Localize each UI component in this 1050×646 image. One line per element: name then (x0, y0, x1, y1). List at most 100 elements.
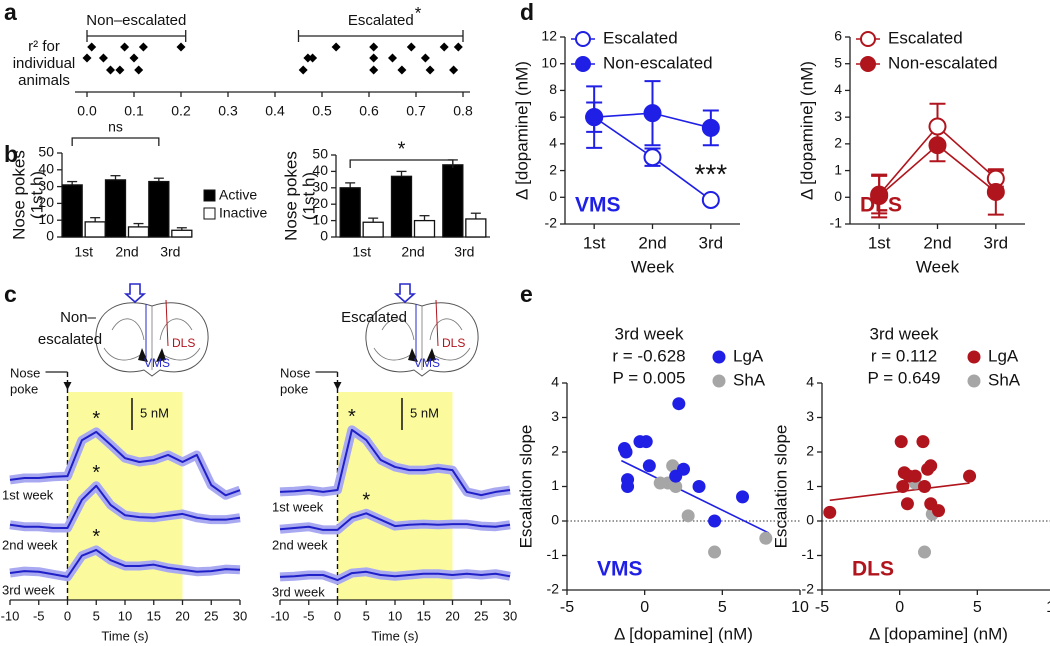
x-tick-label: 1st (583, 233, 606, 252)
legend-marker (575, 56, 591, 72)
panel-letter: b (4, 141, 18, 167)
bar (171, 229, 193, 238)
significance-bracket (71, 137, 160, 146)
y-tick-label: 0 (806, 512, 814, 528)
y-tick-label: 30 (312, 179, 328, 195)
x-tick-label: 0.2 (171, 103, 191, 119)
point (672, 397, 686, 411)
y-tick-label: -1 (802, 546, 815, 562)
x-tick-label: 3rd (160, 244, 180, 260)
y-tick-label: -1 (547, 546, 560, 562)
bar (61, 184, 83, 238)
x-axis-label: Δ [dopamine] (nM) (614, 624, 753, 643)
y-tick-label: 3 (551, 408, 559, 424)
panel-title: Escalated (341, 309, 407, 326)
region-label: VMS (575, 194, 621, 217)
point (918, 545, 932, 559)
x-tick-label: 3rd (984, 233, 1009, 252)
x-axis-label: Week (631, 257, 675, 276)
legend-label: ShA (733, 370, 766, 389)
x-tick-label: -10 (1, 608, 20, 623)
point (298, 65, 308, 75)
scale-bar-label: 5 nM (140, 405, 169, 420)
point (643, 104, 662, 123)
stat-annotation: P = 0.005 (613, 368, 686, 387)
panel-letter: d (520, 0, 534, 25)
y-axis-label: Δ [dopamine] (nM) (797, 61, 816, 200)
y-tick-label: 40 (312, 162, 328, 178)
bar (148, 180, 170, 238)
trace-label: 2nd week (2, 537, 58, 552)
y-axis-label: r² for (28, 38, 60, 55)
x-tick-label: 0.4 (265, 103, 285, 119)
x-tick-label: 0 (895, 599, 904, 616)
y-tick-label: 4 (806, 374, 814, 390)
point (896, 480, 910, 493)
trace-label: 3rd week (2, 582, 55, 597)
y-tick-label: 5 (834, 54, 842, 70)
point (369, 65, 379, 75)
brain-ventricle (138, 348, 166, 362)
y-axis-label: Δ [dopamine] (nM) (512, 61, 531, 200)
event-label: poke (280, 381, 308, 396)
x-tick-label: 10 (388, 608, 402, 623)
point (449, 65, 459, 75)
legend-label: Escalated (888, 28, 963, 47)
panel-letter: a (4, 0, 17, 25)
point (928, 136, 947, 155)
x-tick-label: -10 (271, 608, 290, 623)
x-tick-label: 20 (175, 608, 189, 623)
legend-marker (860, 56, 876, 72)
point (369, 53, 379, 63)
legend-marker (575, 31, 591, 47)
point (406, 42, 416, 52)
x-tick-label: 25 (474, 608, 488, 623)
y-tick-label: 6 (549, 108, 557, 124)
x-tick-label: 30 (503, 608, 517, 623)
y-tick-label: 0 (46, 228, 54, 244)
point (619, 445, 633, 459)
panel-title: escalated (38, 331, 102, 348)
region-label: VMS (414, 356, 440, 370)
region-label: DLS (442, 336, 465, 350)
fit-line (621, 459, 770, 534)
x-tick-label: 0.7 (406, 103, 426, 119)
y-tick-label: 2 (549, 161, 557, 177)
point (759, 531, 773, 545)
point (692, 480, 706, 493)
x-tick-label: 10 (791, 599, 809, 616)
y-tick-label: -2 (545, 215, 558, 231)
event-arrowhead (333, 382, 342, 390)
y-tick-label: 6 (834, 28, 842, 44)
region-label: DLS (172, 336, 195, 350)
stat-annotation: r = 0.112 (871, 346, 937, 365)
brain-detail (373, 306, 471, 370)
event-label: Nose (280, 365, 310, 380)
group-label: Escalated (348, 12, 414, 29)
peak-marker: * (362, 490, 370, 512)
dls-probe (435, 299, 439, 347)
x-tick-label: 2nd (923, 233, 951, 252)
legend-marker (712, 350, 726, 364)
trace (9, 484, 241, 529)
point (928, 117, 947, 136)
peak-marker: * (92, 408, 100, 430)
panel-letter: e (520, 281, 533, 307)
x-tick-label: 0.6 (359, 103, 379, 119)
region-label: VMS (597, 558, 643, 581)
x-tick-label: 25 (204, 608, 218, 623)
y-tick-label: 30 (38, 177, 54, 193)
point (621, 480, 635, 493)
legend-label: Active (219, 187, 257, 203)
point (308, 53, 318, 63)
y-tick-label: 3 (834, 108, 842, 124)
y-tick-label: 40 (38, 161, 54, 177)
legend-marker (712, 374, 726, 388)
event-label: Nose (10, 365, 40, 380)
legend-label: ShA (988, 370, 1021, 389)
x-tick-label: 1st (868, 233, 891, 252)
legend-marker (967, 374, 981, 388)
peak-marker: * (348, 406, 356, 428)
point (932, 504, 945, 518)
